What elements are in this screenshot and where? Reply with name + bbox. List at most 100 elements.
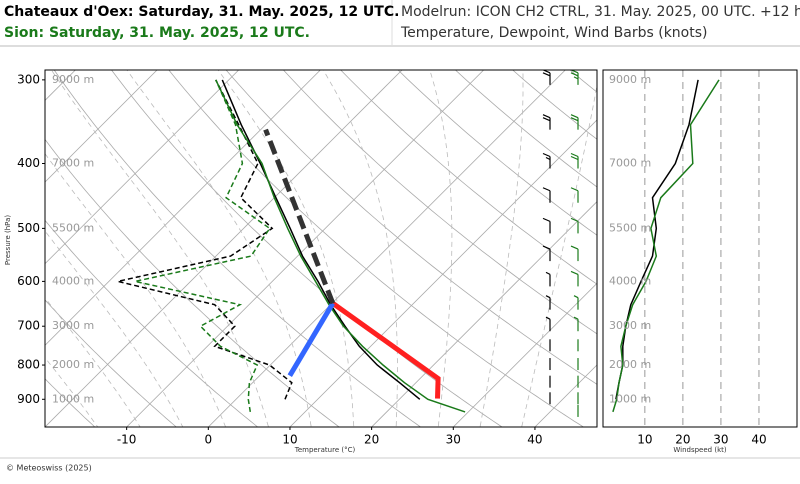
x-axis-label: Temperature (°C): [294, 446, 356, 454]
x-tick-label: 10: [637, 433, 652, 447]
wind-barb: [571, 218, 578, 233]
barb-tick: [543, 154, 550, 157]
isotherm: [0, 27, 200, 444]
isotherm: [599, 27, 800, 444]
station-title: Sion: Saturday, 31. May. 2025, 12 UTC.: [4, 25, 310, 41]
isotherm: [436, 27, 800, 444]
dry-adiabat: [740, 27, 800, 444]
barb-tick: [571, 271, 578, 274]
height-label: 1000 m: [609, 392, 651, 405]
x-tick-label: 10: [282, 433, 297, 447]
dry-adiabat: [685, 27, 800, 444]
barb-tick: [543, 115, 550, 118]
isotherm: [355, 27, 772, 444]
moist-adiabat: [0, 27, 150, 444]
barb-tick: [546, 296, 550, 298]
profile-line: [118, 80, 292, 399]
modelrun: Modelrun: ICON CH2 CTRL, 31. May. 2025, …: [401, 4, 800, 20]
wind-barb: [546, 296, 550, 310]
moist-adiabat: [477, 27, 523, 444]
x-tick-label: 40: [527, 433, 542, 447]
height-label: 3000 m: [609, 319, 651, 332]
x-tick-label: 20: [675, 433, 690, 447]
barb-tick: [571, 154, 578, 157]
wind-barb: [574, 296, 578, 310]
x-axis-label: Windspeed (kt): [673, 446, 726, 454]
height-label: 2000 m: [609, 358, 651, 371]
height-label: 4000 m: [609, 274, 651, 287]
moist-adiabat: [0, 27, 110, 444]
subtitle: Temperature, Dewpoint, Wind Barbs (knots…: [400, 25, 708, 41]
height-label: 9000 m: [609, 73, 651, 86]
wind-barb: [571, 115, 578, 130]
x-tick-label: 0: [204, 433, 212, 447]
barb-tick: [543, 246, 550, 249]
moist-adiabat: [0, 27, 232, 444]
height-label: 9000 m: [52, 73, 94, 86]
x-tick-label: 30: [713, 433, 728, 447]
y-tick-label: 700: [17, 319, 40, 333]
dry-adiabat: [136, 27, 611, 444]
barb-tick: [571, 246, 578, 249]
height-label: 7000 m: [52, 157, 94, 170]
barb-tick: [574, 296, 578, 298]
dry-adiabat: [0, 27, 114, 444]
moist-adiabat: [0, 27, 191, 444]
wind-barb: [543, 115, 550, 130]
barb-tick: [543, 118, 550, 121]
barb-tick: [546, 272, 550, 274]
y-tick-label: 400: [17, 156, 40, 170]
station-title: Chateaux d'Oex: Saturday, 31. May. 2025,…: [4, 4, 399, 20]
wind-barb: [543, 218, 550, 233]
barb-tick: [571, 115, 578, 118]
frame: [603, 70, 797, 427]
height-label: 1000 m: [52, 392, 94, 405]
profile-line: [333, 303, 438, 398]
barb-tick: [543, 218, 550, 221]
isotherm: [518, 27, 800, 444]
y-tick-label: 300: [17, 72, 40, 86]
height-label: 3000 m: [52, 319, 94, 332]
y-tick-label: 900: [17, 392, 40, 406]
moist-adiabat: [414, 27, 452, 444]
height-label: 5500 m: [52, 221, 94, 234]
height-label: 5500 m: [609, 221, 651, 234]
x-tick-label: -10: [117, 433, 137, 447]
isotherm: [273, 27, 690, 444]
height-label: 7000 m: [609, 157, 651, 170]
barb-tick: [543, 188, 550, 191]
dry-adiabat: [191, 27, 694, 444]
isotherm: [0, 27, 119, 444]
moist-adiabat: [187, 27, 354, 444]
dry-adiabat: [0, 27, 279, 444]
barb-tick: [543, 73, 550, 76]
moist-adiabat: [24, 27, 273, 444]
y-tick-label: 600: [17, 274, 40, 288]
dry-adiabat: [0, 27, 197, 444]
wind-barb: [571, 271, 578, 286]
x-tick-label: 20: [364, 433, 379, 447]
wind-barb: [571, 246, 578, 261]
y-axis-label: Pressure (hPa): [4, 215, 12, 265]
isotherm: [28, 27, 445, 444]
profile-line: [266, 130, 333, 304]
wind-barb: [546, 272, 550, 286]
y-tick-label: 800: [17, 358, 40, 372]
dry-adiabat: [520, 27, 800, 444]
height-label: 4000 m: [52, 274, 94, 287]
background-lines: [0, 27, 800, 444]
x-tick-label: 40: [751, 433, 766, 447]
y-tick-label: 500: [17, 221, 40, 235]
barb-tick: [571, 188, 578, 191]
dry-adiabat: [410, 27, 800, 444]
isotherm: [110, 27, 527, 444]
wind-speed-line: [616, 80, 698, 399]
profile-line: [216, 80, 465, 412]
plot-area: [613, 70, 759, 427]
wind-barb: [571, 154, 578, 169]
x-tick-label: 30: [446, 433, 461, 447]
wind-barb: [543, 154, 550, 169]
dry-adiabat: [575, 27, 800, 444]
